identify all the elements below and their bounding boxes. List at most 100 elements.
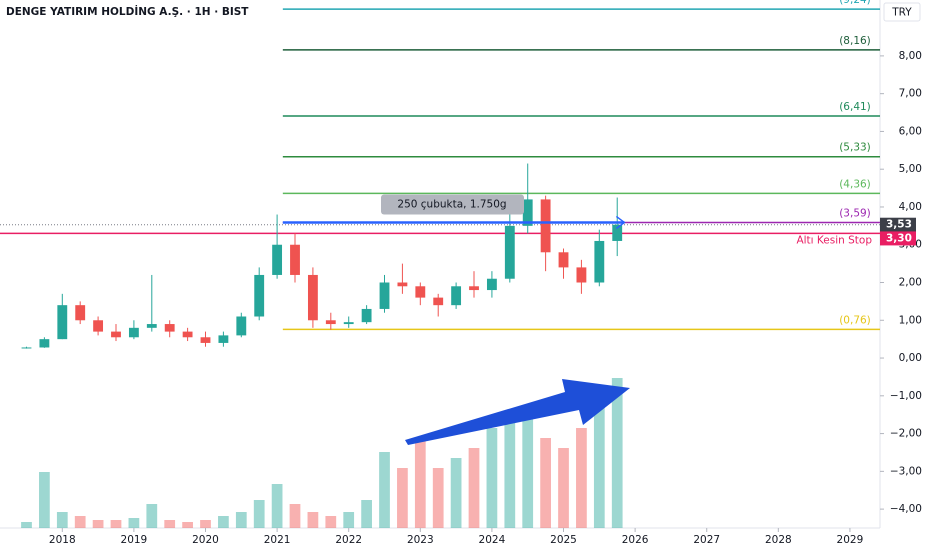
volume-bar — [325, 516, 337, 528]
candle-body — [325, 320, 336, 325]
x-tick-label: 2025 — [550, 534, 577, 546]
currency[interactable]: TRY — [891, 7, 912, 19]
candle-body — [39, 339, 50, 348]
volume-bar — [343, 512, 355, 528]
volume-bar — [164, 520, 176, 528]
volume-bar — [468, 448, 480, 528]
volume-bar — [128, 518, 140, 528]
candle-body — [57, 305, 68, 340]
volume-bar — [361, 500, 372, 528]
x-tick-label: 2023 — [407, 534, 434, 546]
volume-bar — [558, 448, 569, 528]
volume-bar — [271, 484, 283, 528]
candle-body — [433, 297, 444, 306]
fib-level-label: (6,41) — [839, 101, 871, 113]
chart-title: DENGE YATIRIM HOLDİNG A.Ş. · 1H · BIST — [6, 4, 249, 18]
x-tick-label: 2018 — [49, 534, 76, 546]
volume-bar — [611, 378, 623, 528]
y-tick-label: 7,00 — [899, 88, 922, 100]
x-tick-label: 2028 — [765, 534, 792, 546]
y-tick-label: 0,00 — [899, 352, 922, 364]
volume-bar — [432, 468, 444, 528]
currency-box[interactable] — [883, 2, 921, 22]
candle-body — [469, 286, 479, 291]
candle-body — [540, 199, 551, 253]
candle-body — [594, 240, 605, 283]
volume-bar — [253, 500, 265, 528]
volume-bar — [218, 516, 229, 528]
candle-body — [182, 331, 193, 338]
x-tick-label: 2026 — [622, 534, 649, 546]
volume-bar — [504, 418, 516, 528]
y-tick-label: −4,00 — [890, 503, 922, 515]
y-tick-label: 1,00 — [899, 314, 922, 326]
candle-body — [272, 244, 283, 275]
fib-level-label: (3,59) — [839, 207, 871, 219]
y-tick-label: 5,00 — [899, 163, 922, 175]
volume-bar — [593, 408, 605, 528]
volume-bar — [397, 468, 408, 528]
y-tick-label: 2,00 — [899, 277, 922, 289]
volume-bar — [146, 504, 158, 528]
candle-body — [397, 282, 408, 287]
candle-body — [164, 324, 175, 332]
candle-body — [343, 322, 354, 325]
candle-body — [236, 316, 247, 336]
last-price-tag — [880, 217, 916, 232]
volume-bar — [235, 512, 247, 528]
candle-body — [522, 199, 533, 226]
fib-level-label: (0,76) — [839, 314, 871, 326]
stop-tag — [880, 231, 916, 246]
x-tick-label: 2029 — [837, 534, 864, 546]
candle-body — [379, 282, 390, 309]
y-tick-label: −3,00 — [890, 465, 922, 477]
y-tick-label: 8,00 — [899, 50, 922, 62]
measure-arrowhead — [615, 215, 626, 230]
candle-body — [200, 337, 211, 343]
x-tick-label: 2019 — [121, 534, 148, 546]
candle-body — [290, 244, 300, 275]
volume-bar — [307, 512, 319, 528]
candle-body — [75, 305, 86, 321]
y-tick-label: 6,00 — [899, 125, 922, 137]
fib-level-label: (5,33) — [839, 142, 871, 154]
y-tick-label: −2,00 — [890, 428, 922, 440]
stop-label: Altı Kesin Stop — [796, 234, 872, 246]
x-tick-label: 2020 — [192, 534, 219, 546]
candle-body — [451, 286, 462, 306]
volume-bar — [39, 472, 50, 528]
volume-bar — [92, 520, 104, 528]
y-tick-label: −1,00 — [890, 390, 922, 402]
last-price-value: 3,53 — [886, 219, 912, 231]
volume-bar — [289, 504, 301, 528]
candle-body — [612, 224, 623, 241]
candle-body — [93, 320, 104, 332]
candle-body — [558, 252, 569, 268]
volume-bar — [56, 512, 68, 528]
volume-bar — [414, 438, 426, 528]
volume-bar — [379, 452, 390, 528]
candle-body — [576, 267, 587, 283]
candle-body — [21, 347, 32, 349]
candle-body — [218, 335, 229, 343]
x-tick-label: 2022 — [335, 534, 362, 546]
candle-body — [307, 274, 318, 321]
x-tick-label: 2024 — [479, 534, 506, 546]
candle-body — [415, 286, 426, 298]
volume-bar — [110, 520, 122, 528]
candle-body — [504, 225, 515, 279]
y-tick-label: 4,00 — [899, 201, 922, 213]
stop-value: 3,30 — [886, 232, 912, 244]
volume-bar — [200, 520, 211, 528]
volume-bar — [522, 408, 534, 528]
candle-body — [128, 327, 139, 338]
fib-level-label: (9,24) — [839, 0, 871, 6]
candle-body — [361, 308, 372, 323]
volume-bar — [21, 522, 32, 528]
candle-body — [111, 331, 121, 338]
candle-body — [254, 274, 265, 317]
candle-body — [486, 278, 497, 291]
volume-bar — [450, 458, 462, 528]
